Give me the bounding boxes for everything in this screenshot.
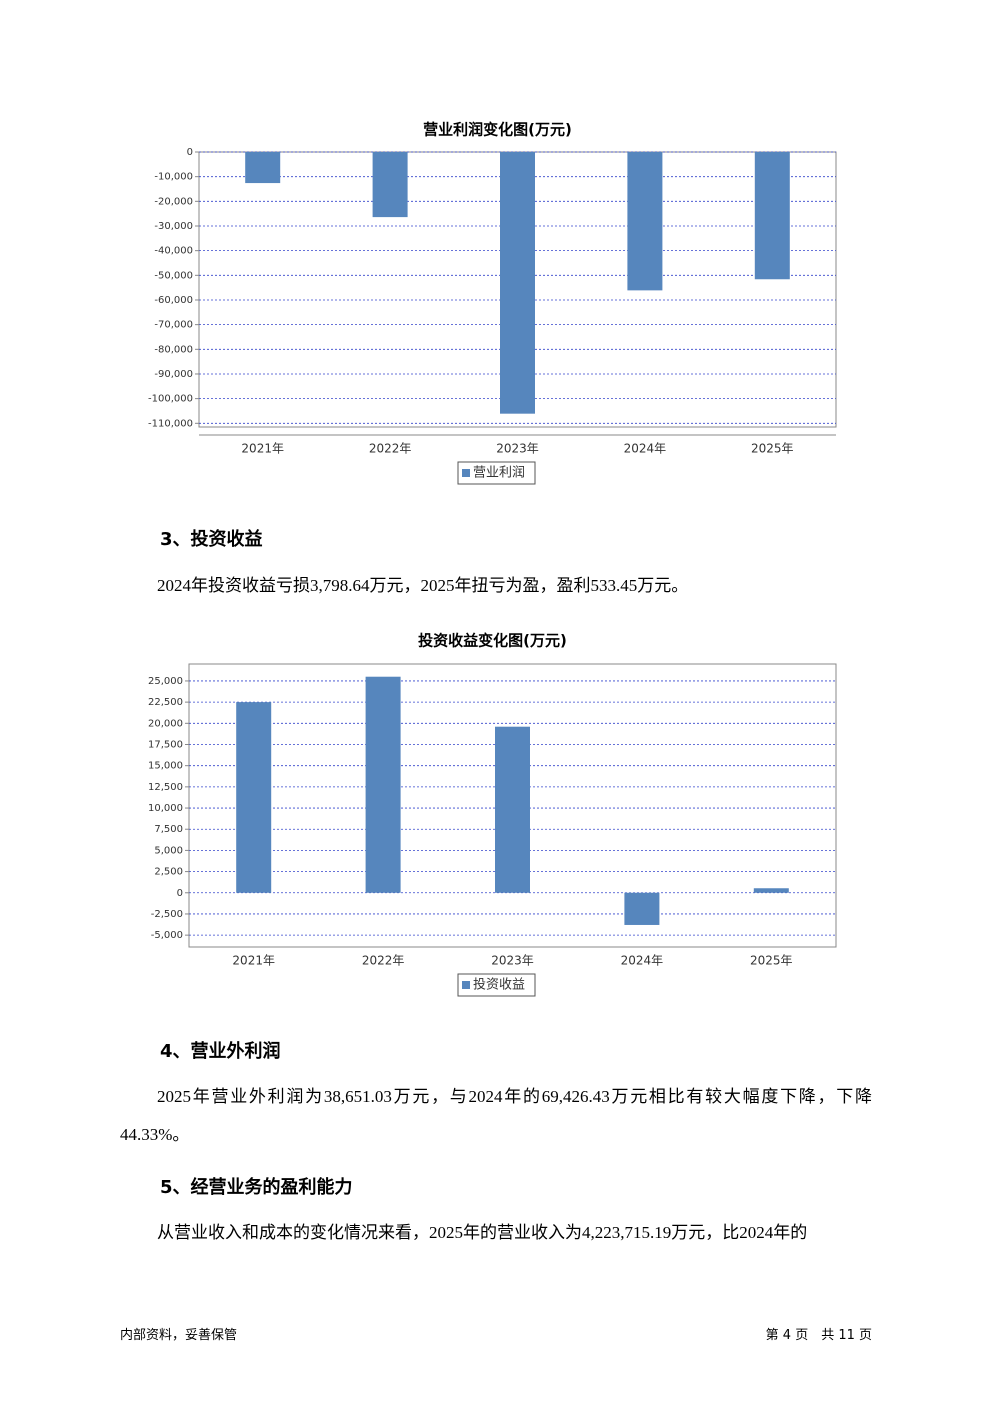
x-tick-label: 2024年 [621, 954, 664, 968]
paragraph: 从营业收入和成本的变化情况来看，2025年的营业收入为4,223,715.19万… [157, 1223, 808, 1242]
chart-title: 营业利润变化图(万元) [423, 121, 572, 139]
y-tick-label: -10,000 [154, 172, 193, 183]
y-tick-label: -90,000 [154, 369, 193, 380]
bar [365, 676, 401, 893]
y-tick-label: 22,500 [148, 697, 183, 708]
paragraph: 2024年投资收益亏损3,798.64万元，2025年扭亏为盈，盈利533.45… [157, 576, 689, 595]
y-tick-label: 25,000 [148, 676, 183, 687]
y-tick-label: 5,000 [154, 845, 183, 856]
x-tick-label: 2023年 [496, 442, 539, 456]
y-tick-label: -30,000 [154, 221, 193, 232]
chart-title: 投资收益变化图(万元) [418, 632, 567, 650]
legend-box [457, 461, 536, 485]
footer-left: 内部资料，妥善保管 [120, 1328, 238, 1343]
y-tick-label: -100,000 [148, 394, 193, 405]
footer-right: 第 4 页 共 11 页 [765, 1328, 872, 1343]
y-tick-label: 12,500 [148, 782, 183, 793]
legend-swatch [462, 981, 470, 989]
y-tick-label: -2,500 [151, 909, 183, 920]
bar [627, 152, 663, 291]
x-tick-label: 2025年 [751, 442, 794, 456]
y-tick-label: 10,000 [148, 803, 183, 814]
x-tick-label: 2021年 [232, 954, 275, 968]
heading: 4、营业外利润 [160, 1041, 281, 1062]
y-tick-label: -60,000 [154, 295, 193, 306]
y-tick-label: -20,000 [154, 196, 193, 207]
y-tick-label: -110,000 [148, 418, 193, 429]
bar [495, 726, 530, 893]
y-tick-label: 0 [187, 147, 193, 158]
y-tick-label: -40,000 [154, 246, 193, 257]
bar [236, 702, 272, 893]
legend-label: 营业利润 [473, 466, 525, 481]
y-tick-label: 2,500 [154, 867, 183, 878]
y-tick-label: -80,000 [154, 344, 193, 355]
x-tick-label: 2023年 [491, 954, 534, 968]
bar [500, 152, 535, 414]
y-tick-label: -70,000 [154, 320, 193, 331]
y-tick-label: -5,000 [151, 930, 183, 941]
legend-swatch [462, 469, 470, 477]
x-tick-label: 2021年 [241, 442, 284, 456]
bar [372, 152, 408, 218]
y-tick-label: -50,000 [154, 270, 193, 281]
bar [754, 152, 790, 280]
x-tick-label: 2022年 [369, 442, 412, 456]
legend-label: 投资收益 [473, 977, 525, 993]
heading: 3、投资收益 [160, 529, 263, 550]
x-tick-label: 2024年 [624, 442, 667, 456]
bar [245, 152, 281, 184]
y-tick-label: 0 [177, 888, 183, 899]
x-tick-label: 2025年 [750, 954, 793, 968]
y-tick-label: 17,500 [148, 739, 183, 750]
bar [753, 888, 789, 893]
heading: 5、经营业务的盈利能力 [160, 1177, 353, 1198]
bar [624, 892, 660, 925]
x-tick-label: 2022年 [362, 954, 405, 968]
y-tick-label: 15,000 [148, 761, 183, 772]
legend-box [457, 973, 536, 997]
paragraph: 2025年营业外利润为38,651.03万元，与2024年的69,426.43万… [120, 1087, 872, 1144]
y-tick-label: 7,500 [154, 824, 183, 835]
y-tick-label: 20,000 [148, 718, 183, 729]
